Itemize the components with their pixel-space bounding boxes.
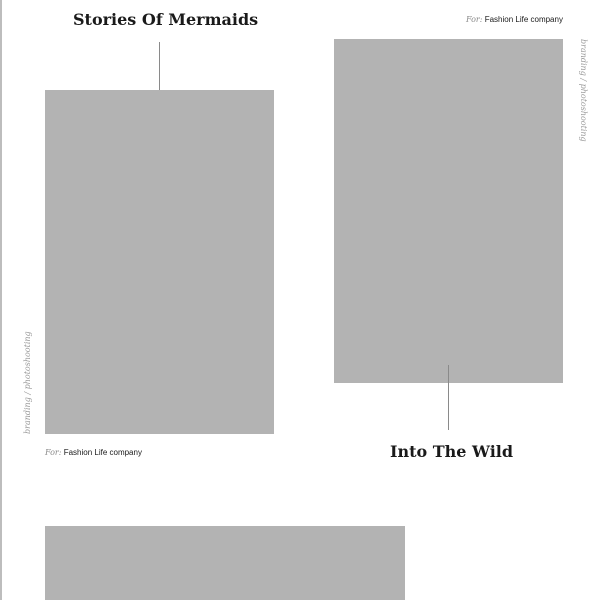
project-title-stories-of-mermaids[interactable]: Stories Of Mermaids [73,10,259,29]
project-image-stories-of-mermaids[interactable] [45,90,274,434]
left-edge-divider [0,0,2,600]
category-tag-into-the-wild[interactable]: branding / photoshooting [579,39,588,142]
title-connector-line [159,42,160,107]
project-image-into-the-wild[interactable] [334,39,563,383]
for-label: For: [466,15,483,24]
client-name: Fashion Life company [484,15,563,24]
client-credit-into-the-wild: For: Fashion Life company [45,448,142,458]
project-title-into-the-wild[interactable]: Into The Wild [390,442,514,461]
client-credit-stories-of-mermaids: For: Fashion Life company [466,15,563,25]
client-name: Fashion Life company [63,448,142,457]
category-tag-stories-of-mermaids[interactable]: branding / photoshooting [23,331,32,434]
project-image-third[interactable] [45,526,405,600]
for-label: For: [45,448,62,457]
title-connector-line [448,365,449,430]
